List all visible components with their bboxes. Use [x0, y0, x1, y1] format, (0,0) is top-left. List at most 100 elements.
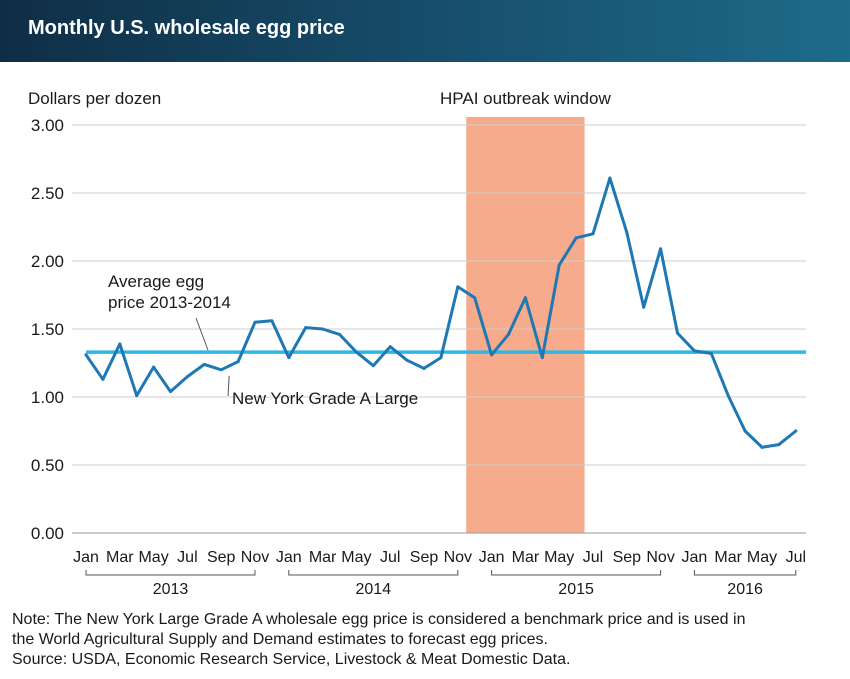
series-layer: [84, 176, 806, 449]
data-point: [659, 247, 663, 251]
data-point: [540, 356, 544, 360]
data-point: [422, 366, 426, 370]
chart-title: Monthly U.S. wholesale egg price: [28, 17, 345, 39]
annotation-line: Average egg: [108, 272, 204, 291]
x-tick-label: Mar: [714, 549, 742, 566]
x-tick-label: May: [138, 549, 168, 566]
x-tick-label: Nov: [444, 549, 472, 566]
data-point: [101, 377, 105, 381]
year-label: 2013: [153, 581, 189, 598]
data-point: [794, 429, 798, 433]
hpai-shaded-region: [466, 117, 585, 533]
year-label: 2016: [727, 581, 763, 598]
x-tick-label: Jul: [786, 549, 806, 566]
data-point: [490, 353, 494, 357]
data-point: [371, 364, 375, 368]
x-tick-label: Mar: [106, 549, 134, 566]
series-leader-line: [227, 375, 230, 397]
ny-grade-a-large-line: [84, 176, 798, 449]
y-tick-label: 1.00: [31, 388, 64, 407]
data-point: [152, 365, 156, 369]
data-point: [185, 375, 189, 379]
data-point: [439, 356, 443, 360]
data-point: [169, 390, 172, 394]
data-point: [523, 296, 527, 300]
year-bracket: [491, 570, 662, 576]
data-point: [338, 332, 341, 336]
y-tick-label: 0.00: [31, 524, 64, 543]
data-point: [405, 358, 409, 362]
data-point: [202, 362, 206, 366]
x-tick-label: Mar: [309, 549, 337, 566]
data-point: [642, 305, 646, 309]
x-tick-label: May: [341, 549, 371, 566]
y-axis-label: Dollars per dozen: [28, 89, 161, 108]
x-tick-label: Jan: [276, 549, 302, 566]
data-point: [574, 236, 578, 240]
egg-price-chart: 0.00 0.50 1.00 1.50 2.00 2.50 3.00 Dollars per …: [28, 89, 806, 598]
data-point: [676, 331, 679, 335]
data-point: [507, 332, 510, 336]
source-line: Source: USDA, Economic Research Service,…: [12, 651, 571, 668]
y-tick-label: 2.00: [31, 252, 64, 271]
axis-layer: 0.00 0.50 1.00 1.50 2.00 2.50 3.00 Dollars per …: [28, 89, 806, 598]
x-tick-label: Jul: [177, 549, 197, 566]
data-point: [321, 327, 325, 331]
note-line-1: Note: The New York Large Grade A wholesa…: [12, 611, 746, 628]
grid-layer: [72, 124, 806, 534]
data-point: [608, 176, 612, 180]
note-line-2: the World Agricultural Supply and Demand…: [12, 631, 548, 648]
data-point: [236, 360, 240, 364]
chart-header: Monthly U.S. wholesale egg price: [0, 0, 850, 62]
year-label: 2014: [356, 581, 392, 598]
year-bracket: [288, 570, 459, 576]
data-point: [253, 320, 257, 324]
data-point: [692, 349, 696, 353]
data-point: [743, 429, 747, 433]
chart-notes: Note: The New York Large Grade A wholesa…: [12, 610, 842, 670]
x-tick-label: May: [544, 549, 574, 566]
label-layer: HPAI outbreak window Average egg price 201…: [108, 89, 611, 408]
year-bracket: [693, 570, 797, 576]
data-point: [118, 342, 122, 346]
y-tick-label: 0.50: [31, 456, 64, 475]
x-tick-label: Sep: [613, 549, 642, 566]
data-point: [760, 445, 764, 449]
x-tick-label: Jul: [583, 549, 603, 566]
shade-layer: [466, 117, 585, 533]
x-tick-label: Mar: [512, 549, 540, 566]
data-point: [456, 285, 460, 289]
y-tick-label: 3.00: [31, 116, 64, 135]
data-point: [287, 356, 291, 360]
data-point: [777, 443, 781, 447]
data-point: [625, 230, 629, 234]
x-tick-label: Jul: [380, 549, 400, 566]
x-tick-label: May: [747, 549, 777, 566]
series-annotation: New York Grade A Large: [232, 389, 418, 408]
data-point: [354, 350, 358, 354]
average-leader-line: [195, 317, 209, 351]
hpai-label: HPAI outbreak window: [440, 89, 611, 108]
x-tick-label: Jan: [682, 549, 708, 566]
data-point: [270, 319, 274, 323]
data-point: [304, 326, 308, 330]
x-tick-label: Sep: [207, 549, 236, 566]
x-tick-label: Sep: [410, 549, 439, 566]
year-bracket: [85, 570, 256, 576]
data-point: [135, 394, 139, 398]
data-point: [726, 394, 730, 398]
data-point: [591, 232, 595, 236]
data-point: [388, 345, 392, 349]
x-tick-label: Jan: [73, 549, 99, 566]
data-point: [219, 368, 223, 372]
data-point: [473, 296, 477, 300]
data-point: [557, 263, 561, 267]
average-annotation: Average egg price 2013-2014: [108, 272, 231, 312]
y-tick-label: 1.50: [31, 320, 64, 339]
x-tick-label: Jan: [479, 549, 505, 566]
data-point: [709, 351, 713, 355]
x-tick-label: Nov: [646, 549, 674, 566]
x-tick-label: Nov: [241, 549, 269, 566]
annotation-line: price 2013-2014: [108, 293, 231, 312]
year-label: 2015: [558, 581, 594, 598]
